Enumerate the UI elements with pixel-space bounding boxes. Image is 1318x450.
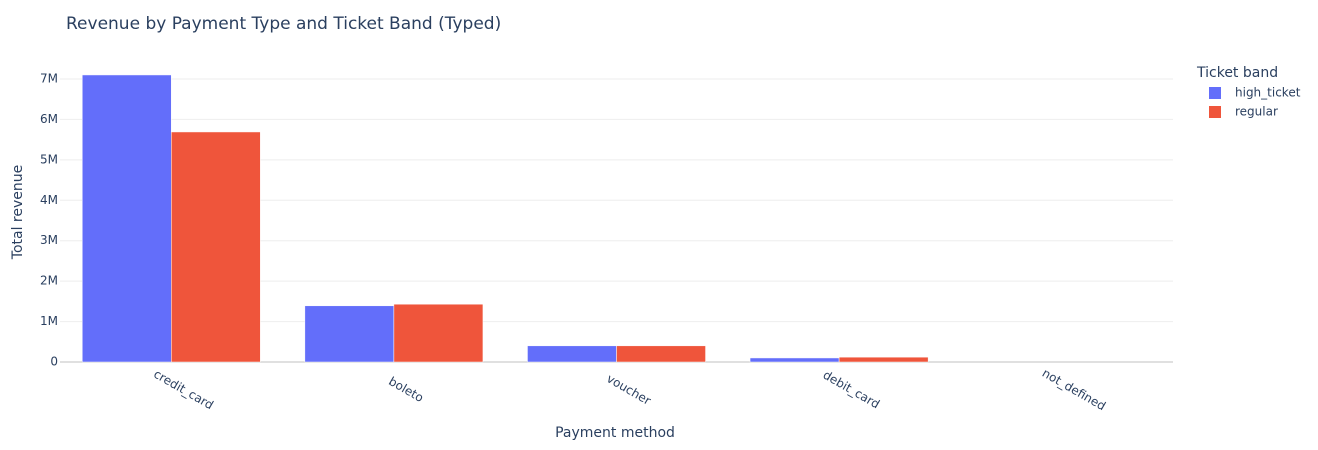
legend-title: Ticket band (1196, 65, 1278, 81)
y-tick-label: 4M (40, 193, 58, 207)
y-tick-label: 7M (40, 72, 58, 86)
x-tick-label: boleto (386, 374, 426, 405)
y-tick-label: 0 (50, 355, 58, 369)
x-axis-title: Payment method (555, 425, 675, 441)
y-tick-label: 2M (40, 274, 58, 288)
y-axis-title: Total revenue (10, 165, 26, 260)
bar (82, 74, 172, 363)
chart-title: Revenue by Payment Type and Ticket Band … (66, 14, 501, 34)
bar (838, 356, 929, 363)
legend-swatch (1209, 106, 1221, 118)
x-tick-label: not_defined (1040, 366, 1108, 414)
x-tick-label: credit_card (151, 367, 216, 412)
bar (749, 357, 840, 363)
legend-swatch (1209, 87, 1221, 99)
bar (393, 303, 484, 363)
x-tick-label: debit_card (821, 368, 883, 412)
y-tick-label: 1M (40, 314, 58, 328)
bar (304, 305, 395, 363)
legend-label: high_ticket (1235, 86, 1301, 100)
bar (616, 345, 706, 363)
bar (171, 131, 261, 363)
y-tick-label: 6M (40, 112, 58, 126)
bar (527, 345, 617, 363)
y-tick-label: 5M (40, 152, 58, 166)
x-tick-label: voucher (604, 371, 653, 407)
y-tick-label: 3M (40, 233, 58, 247)
legend-label: regular (1235, 105, 1278, 119)
